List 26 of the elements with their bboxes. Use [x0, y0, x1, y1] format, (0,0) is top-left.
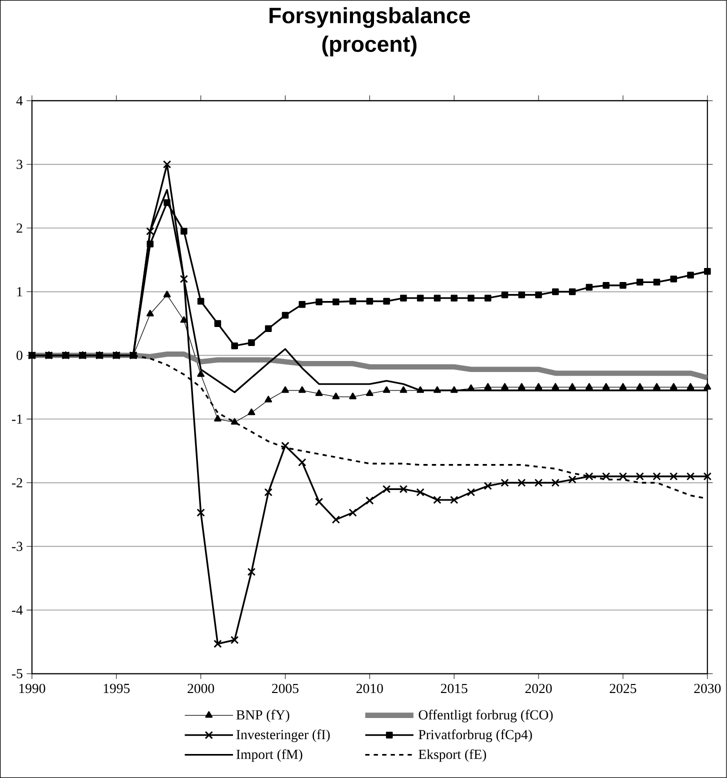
y-tick-label: 1 — [17, 287, 22, 296]
y-tick-label: -3 — [12, 542, 22, 552]
y-tick-label: 3 — [16, 160, 22, 170]
y-tick-label: -4 — [12, 606, 23, 615]
x-tick-label: 2000 — [188, 684, 214, 694]
x-tick-label: 2025 — [610, 684, 636, 694]
y-tick-label: 0 — [16, 350, 23, 360]
y-tick-label: -5 — [12, 669, 22, 678]
legend-label: Privatforbrug (fCp4) — [418, 729, 532, 742]
legend-label: Eksport (fE) — [418, 749, 486, 762]
x-tick-label: 2015 — [441, 684, 468, 694]
y-tick-label: 2 — [16, 223, 22, 233]
legend-label: Offentligt forbrug (fCO) — [418, 710, 553, 722]
x-tick-label: 2020 — [525, 684, 552, 694]
y-tick-label: -1 — [12, 414, 22, 424]
y-tick-label: 4 — [16, 96, 23, 106]
x-tick-label: 1990 — [20, 684, 46, 694]
legend-label: BNP (fY) — [236, 710, 290, 722]
x-tick-label: 1995 — [104, 684, 130, 694]
x-tick-label: 2005 — [272, 684, 299, 694]
x-tick-label: 2030 — [694, 684, 721, 694]
legend-label: Import (fM) — [236, 749, 302, 762]
legend-label: Investeringer (fI) — [236, 729, 330, 742]
x-tick-label: 2010 — [356, 684, 384, 694]
y-tick-label: -2 — [12, 478, 22, 488]
chart-title: Forsyningsbalance (procent) — [270, 7, 470, 56]
